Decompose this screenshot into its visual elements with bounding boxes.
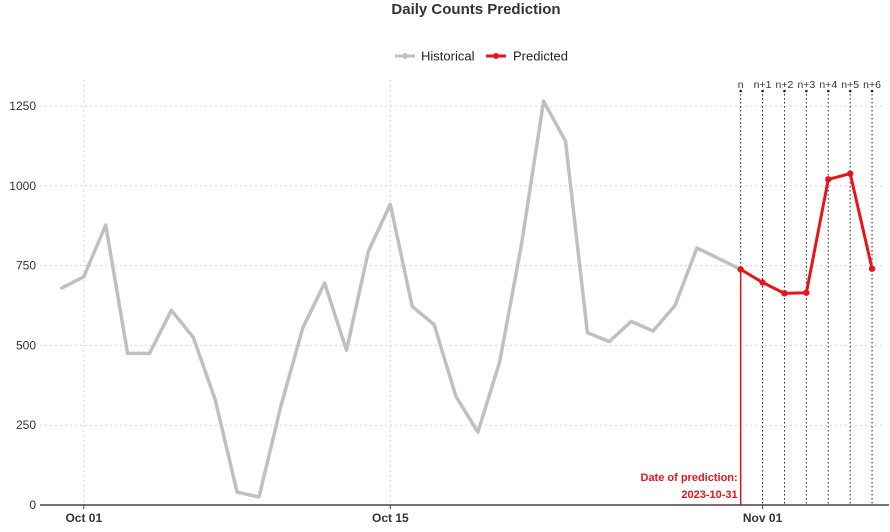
data-point: [737, 266, 744, 273]
data-point: [781, 290, 788, 297]
x-tick-label: Oct 15: [372, 511, 409, 525]
series-predicted: [737, 170, 876, 297]
prediction-annotation: Date of prediction: 2023-10-31: [641, 269, 742, 505]
data-point: [825, 176, 832, 183]
y-tick-label: 250: [16, 418, 36, 432]
horizon-dot: [783, 89, 786, 93]
legend-item-predicted[interactable]: Predicted: [486, 49, 568, 64]
horizon-label: n+5: [841, 79, 859, 91]
horizon-dot: [826, 89, 830, 93]
horizon-markers: n n+1 n+2 n+3 n+4 n+5 n+6: [738, 79, 881, 505]
legend-label-historical: Historical: [421, 49, 475, 64]
y-tick-label: 500: [16, 338, 36, 352]
series-historical: [60, 99, 743, 499]
horizon-dot: [848, 89, 852, 93]
horizon-label: n: [738, 79, 744, 91]
grid: [40, 80, 883, 505]
data-point: [803, 289, 810, 296]
horizon-label: n+6: [863, 79, 881, 91]
y-tick-label: 1000: [9, 179, 36, 193]
horizon-dot: [870, 89, 874, 93]
horizon-label: n+3: [797, 79, 815, 91]
horizon-dot: [805, 89, 808, 93]
legend-marker-predicted: [493, 53, 499, 59]
y-tick-label: 1250: [9, 99, 36, 113]
y-tick-label: 750: [16, 259, 36, 273]
horizon-dot: [761, 89, 764, 93]
legend: Historical Predicted: [395, 49, 568, 64]
prediction-label-line2: 2023-10-31: [681, 489, 737, 501]
legend-item-historical[interactable]: Historical: [395, 49, 475, 64]
horizon-label: n+2: [776, 79, 794, 91]
chart-title: Daily Counts Prediction: [391, 1, 560, 18]
legend-label-predicted: Predicted: [513, 49, 568, 64]
y-axis: 0 250 500 750 1000 1250: [9, 99, 36, 512]
data-point: [868, 265, 876, 272]
y-tick-label: 0: [29, 498, 36, 512]
x-axis: Oct 01 Oct 15 Nov 01: [65, 505, 783, 525]
data-point: [846, 170, 854, 177]
x-tick-label: Oct 01: [65, 511, 102, 525]
series-line: [60, 99, 743, 499]
x-tick-label: Nov 01: [743, 511, 783, 525]
horizon-label: n+1: [754, 79, 772, 91]
data-point: [759, 279, 766, 286]
horizon-label: n+4: [819, 79, 837, 91]
legend-marker-historical: [402, 53, 408, 59]
prediction-label-line1: Date of prediction:: [641, 472, 738, 484]
horizon-dot: [739, 89, 742, 93]
